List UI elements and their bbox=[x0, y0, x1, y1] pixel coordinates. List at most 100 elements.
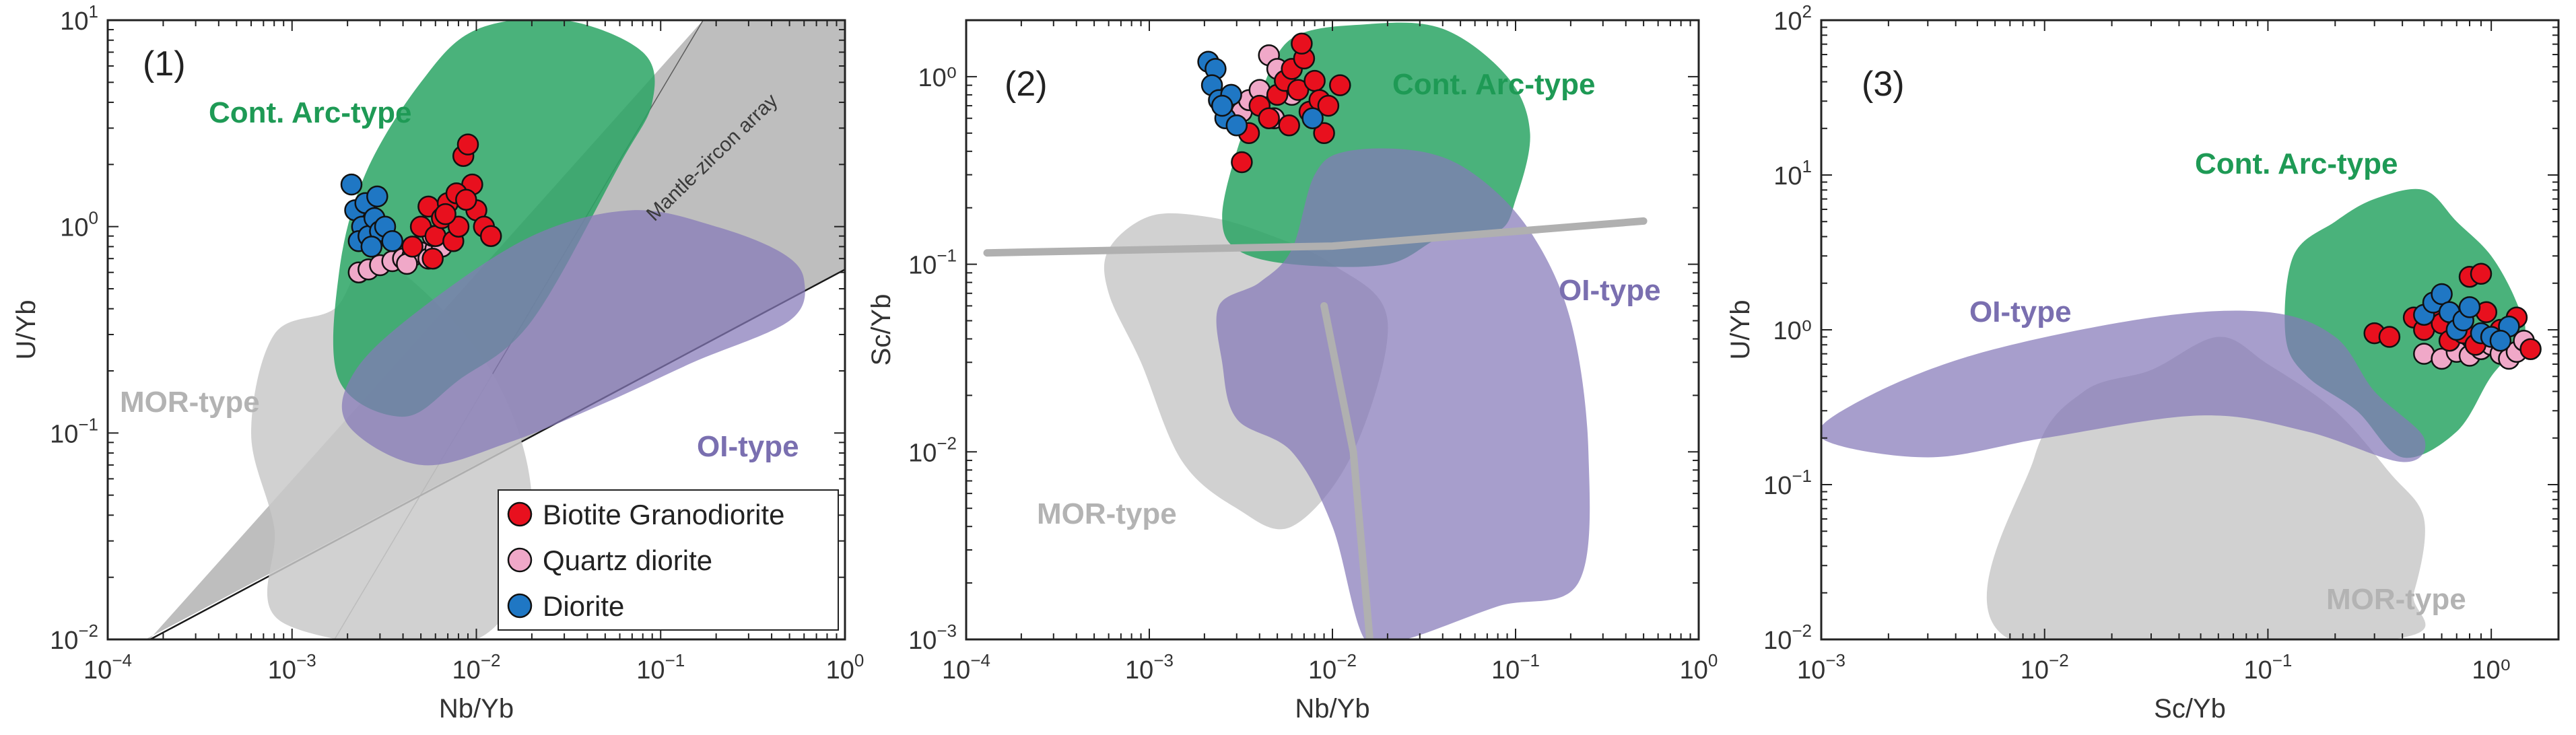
biotite-point bbox=[2378, 326, 2401, 348]
arc-field-label: Cont. Arc-type bbox=[209, 96, 412, 129]
oi-field-label: OI-type bbox=[1969, 295, 2072, 328]
y-tick-base: 10 bbox=[1773, 162, 1802, 190]
biotite-point bbox=[401, 236, 423, 258]
y-tick-exponent: 0 bbox=[89, 208, 98, 228]
y-tick-exponent: 1 bbox=[89, 1, 98, 22]
x-tick-exponent: −2 bbox=[1336, 650, 1357, 670]
x-tick-label: 10−2 bbox=[452, 650, 501, 685]
y-tick-label: 10−2 bbox=[908, 433, 957, 467]
discriminant-line bbox=[983, 217, 1648, 257]
line-layer bbox=[983, 217, 1648, 639]
x-tick-exponent: −2 bbox=[2049, 650, 2069, 670]
y-tick-exponent: 1 bbox=[1802, 156, 1812, 176]
oi-field bbox=[1821, 310, 2426, 462]
axes: 10−3 10−2 10−1 10⁰10−210−110⁰101102Sc/YbU/Y… bbox=[1726, 1, 2560, 724]
x-tick-base: 10 bbox=[826, 656, 854, 685]
x-tick-label: 10−4 bbox=[942, 650, 990, 685]
y-tick-base: 10 bbox=[908, 252, 937, 280]
y-tick-label: 10−2 bbox=[1763, 621, 1812, 655]
biotite-point bbox=[2519, 338, 2542, 360]
biotite-point bbox=[2470, 262, 2493, 285]
y-tick-base: 10 bbox=[908, 439, 937, 467]
legend-label-biotite: Biotite Granodiorite bbox=[543, 499, 785, 530]
y-tick-exponent: −2 bbox=[937, 433, 957, 453]
legend-label-diorite: Diorite bbox=[543, 590, 624, 622]
x-tick-label: 10⁰ bbox=[2472, 656, 2511, 685]
y-tick-base: 10 bbox=[1763, 627, 1792, 655]
legend: Biotite Granodiorite Quartz diorite Dior… bbox=[498, 489, 839, 631]
x-tick-label: 10−1 bbox=[1491, 650, 1540, 685]
x-tick-exponent: −4 bbox=[970, 650, 990, 670]
y-tick-base: 10 bbox=[60, 214, 88, 242]
y-tick-base: 10 bbox=[50, 420, 78, 448]
biotite-point bbox=[1287, 79, 1310, 101]
x-tick-label: 10−3 bbox=[1797, 650, 1845, 685]
y-tick-label: 10−1 bbox=[50, 414, 98, 448]
y-tick-base: 10 bbox=[50, 627, 78, 655]
oi-field-label: OI-type bbox=[1559, 274, 1661, 307]
x-tick-label: 10−1 bbox=[636, 650, 685, 685]
arc-field-label: Cont. Arc-type bbox=[1392, 68, 1596, 101]
x-tick-label: 10−1 bbox=[2243, 650, 2292, 685]
x-tick-exponent: −1 bbox=[665, 650, 685, 670]
x-axis-label: Nb/Yb bbox=[1295, 694, 1369, 724]
x-tick-label: 10−2 bbox=[2021, 650, 2069, 685]
y-tick-label: 10⁰ bbox=[918, 64, 957, 92]
x-tick-exponent: −3 bbox=[1153, 650, 1174, 670]
x-tick-base: 10 bbox=[1797, 656, 1825, 685]
chart-panel-2: 10−4 10−3 10−2 10−1 10010−310−210−110⁰Nb/YbS… bbox=[867, 19, 1718, 724]
biotite-point bbox=[479, 225, 502, 247]
x-tick-label: 10−3 bbox=[268, 650, 316, 685]
y-tick-label: 10−3 bbox=[908, 621, 957, 655]
panel-label: (3) bbox=[1862, 65, 1905, 104]
x-tick-base: 10 bbox=[1125, 656, 1153, 685]
legend-marker-diorite bbox=[507, 593, 533, 619]
x-tick-exponent: −1 bbox=[1520, 650, 1540, 670]
x-tick-exponent: −3 bbox=[296, 650, 316, 670]
x-tick-exponent: −1 bbox=[2272, 650, 2293, 670]
y-tick-base: 10 bbox=[60, 7, 88, 36]
legend-label-quartz: Quartz diorite bbox=[543, 545, 712, 576]
y-axis-label: U/Yb bbox=[1726, 300, 1755, 360]
y-tick-exponent: −2 bbox=[1792, 621, 1812, 641]
biotite-point bbox=[1231, 151, 1253, 174]
y-tick-exponent: −2 bbox=[78, 621, 98, 641]
y-tick-label: 101 bbox=[60, 1, 98, 36]
y-tick-label: 10−1 bbox=[1763, 466, 1812, 500]
biotite-point bbox=[1317, 94, 1340, 117]
field-layer bbox=[1104, 22, 1590, 639]
y-tick-label: 101 bbox=[1773, 156, 1812, 190]
x-tick-base: 10 bbox=[1308, 656, 1336, 685]
x-axis-label: Nb/Yb bbox=[439, 694, 514, 724]
y-tick-base: 10 bbox=[1773, 7, 1802, 36]
x-tick-label: 10−2 bbox=[1308, 650, 1357, 685]
field-layer bbox=[1821, 188, 2526, 639]
diorite-point bbox=[2489, 329, 2512, 352]
point-layer bbox=[2363, 262, 2542, 370]
y-tick-label: 100 bbox=[60, 208, 98, 242]
x-tick-base: 10 bbox=[2021, 656, 2049, 685]
y-tick-exponent: −1 bbox=[1792, 466, 1812, 486]
mor-field-label: MOR-type bbox=[120, 386, 260, 419]
diorite-point bbox=[340, 173, 363, 196]
diorite-point bbox=[2431, 283, 2453, 306]
x-axis-label: Sc/Yb bbox=[2154, 694, 2226, 724]
x-tick-base: 10 bbox=[942, 656, 970, 685]
y-tick-exponent: −1 bbox=[937, 246, 957, 266]
panel-label: (2) bbox=[1005, 65, 1048, 104]
arc-field-label: Cont. Arc-type bbox=[2195, 147, 2398, 180]
biotite-point bbox=[1258, 107, 1280, 129]
biotite-point bbox=[1291, 32, 1313, 55]
diorite-point bbox=[2458, 296, 2481, 318]
legend-box bbox=[498, 489, 839, 631]
x-tick-exponent: −3 bbox=[1825, 650, 1845, 670]
biotite-point bbox=[1303, 69, 1326, 92]
biotite-point bbox=[455, 188, 477, 211]
x-tick-exponent: −4 bbox=[112, 650, 132, 670]
y-axis-label: U/Yb bbox=[11, 300, 41, 360]
point-layer bbox=[1197, 32, 1351, 174]
y-tick-label: 102 bbox=[1773, 1, 1812, 36]
y-tick-label: 10⁰ bbox=[1773, 317, 1812, 345]
x-tick-exponent: 0 bbox=[854, 650, 864, 670]
